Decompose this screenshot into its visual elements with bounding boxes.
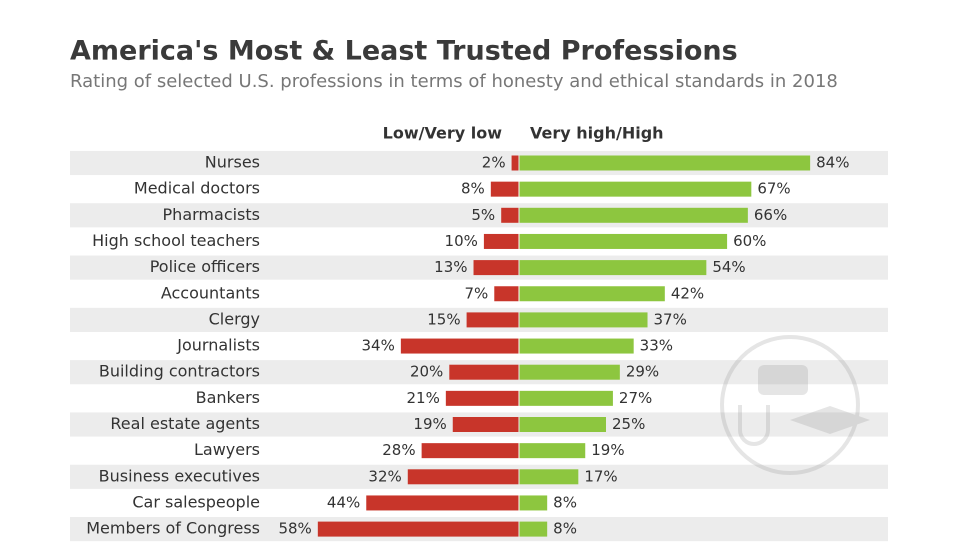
bar bbox=[466, 312, 519, 328]
value-label: 7% bbox=[464, 284, 488, 302]
value-label: 20% bbox=[410, 363, 443, 381]
bar bbox=[519, 469, 579, 485]
category-label: High school teachers bbox=[92, 231, 260, 250]
bar bbox=[519, 181, 752, 197]
value-label: 33% bbox=[640, 337, 673, 355]
bar bbox=[501, 207, 519, 223]
value-label: 66% bbox=[754, 206, 787, 224]
value-label: 27% bbox=[619, 389, 652, 407]
category-label: Building contractors bbox=[99, 362, 260, 381]
bar bbox=[421, 443, 519, 459]
value-label: 37% bbox=[654, 310, 687, 328]
row-stripe bbox=[70, 203, 888, 228]
value-label: 42% bbox=[671, 284, 704, 302]
category-label: Journalists bbox=[176, 336, 260, 355]
chart-subtitle: Rating of selected U.S. professions in t… bbox=[70, 71, 838, 92]
bar bbox=[519, 155, 811, 171]
value-label: 5% bbox=[471, 206, 495, 224]
value-label: 21% bbox=[406, 389, 439, 407]
bar bbox=[519, 417, 606, 432]
category-label: Accountants bbox=[161, 283, 260, 302]
category-label: Lawyers bbox=[194, 440, 260, 459]
bar bbox=[519, 390, 613, 406]
value-label: 8% bbox=[553, 493, 577, 511]
value-label: 29% bbox=[626, 363, 659, 381]
value-label: 17% bbox=[584, 467, 617, 485]
bar bbox=[445, 390, 519, 406]
value-label: 19% bbox=[591, 441, 624, 459]
bar bbox=[519, 233, 728, 249]
category-label: Nurses bbox=[205, 153, 260, 172]
value-label: 58% bbox=[278, 520, 311, 538]
bar bbox=[449, 364, 519, 380]
bar bbox=[473, 260, 519, 276]
value-label: 8% bbox=[553, 520, 577, 538]
value-label: 10% bbox=[445, 232, 478, 250]
value-label: 84% bbox=[816, 154, 849, 172]
value-label: 54% bbox=[712, 258, 745, 276]
bar bbox=[494, 286, 519, 302]
bar bbox=[511, 155, 519, 171]
bar bbox=[483, 233, 519, 249]
bar bbox=[400, 338, 519, 354]
category-label: Police officers bbox=[150, 257, 260, 276]
bar bbox=[519, 521, 548, 537]
value-label: 8% bbox=[461, 180, 485, 198]
bar bbox=[407, 469, 519, 485]
value-label: 60% bbox=[733, 232, 766, 250]
bar bbox=[519, 364, 620, 380]
category-label: Clergy bbox=[209, 309, 260, 328]
bar bbox=[519, 443, 586, 459]
bar bbox=[519, 286, 665, 302]
category-label: Business executives bbox=[99, 466, 260, 485]
value-label: 2% bbox=[482, 154, 506, 172]
watermark bbox=[720, 335, 870, 475]
legend-entry: Very high/High bbox=[530, 124, 664, 143]
value-label: 25% bbox=[612, 415, 645, 433]
value-label: 67% bbox=[757, 180, 790, 198]
bar bbox=[519, 207, 748, 223]
value-label: 28% bbox=[382, 441, 415, 459]
category-label: Car salespeople bbox=[132, 492, 260, 511]
category-label: Bankers bbox=[196, 388, 260, 407]
value-label: 15% bbox=[427, 310, 460, 328]
value-label: 44% bbox=[327, 493, 360, 511]
value-label: 13% bbox=[434, 258, 467, 276]
bar bbox=[317, 521, 519, 537]
bar bbox=[452, 417, 519, 432]
value-label: 32% bbox=[368, 467, 401, 485]
bar bbox=[519, 495, 548, 511]
category-label: Pharmacists bbox=[163, 205, 260, 224]
chart-title: America's Most & Least Trusted Professio… bbox=[70, 36, 738, 67]
bar bbox=[519, 338, 634, 354]
category-label: Members of Congress bbox=[86, 519, 260, 538]
bar bbox=[366, 495, 519, 511]
category-label: Medical doctors bbox=[134, 179, 260, 198]
legend-entry: Low/Very low bbox=[383, 124, 503, 143]
bar bbox=[519, 312, 648, 328]
category-label: Real estate agents bbox=[110, 414, 260, 433]
bar bbox=[519, 260, 707, 276]
bar bbox=[490, 181, 519, 197]
value-label: 34% bbox=[362, 337, 395, 355]
value-label: 19% bbox=[413, 415, 446, 433]
